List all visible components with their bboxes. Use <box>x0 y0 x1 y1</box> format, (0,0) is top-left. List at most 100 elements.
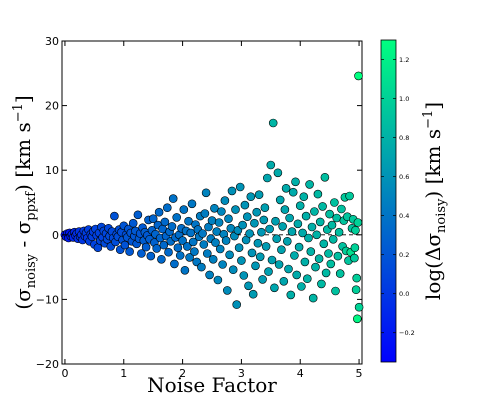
data-points <box>60 71 364 324</box>
y-tick-label: 30 <box>45 35 59 48</box>
data-point <box>178 236 187 245</box>
data-point <box>311 262 320 272</box>
data-point <box>224 214 233 223</box>
data-point <box>330 198 339 207</box>
data-point <box>325 209 334 219</box>
data-point <box>184 216 193 226</box>
colorbar-tick-label: 1.2 <box>399 56 409 64</box>
data-point <box>246 192 256 201</box>
data-point <box>240 200 250 210</box>
data-point <box>185 253 194 262</box>
data-point <box>220 196 230 205</box>
data-point <box>277 245 286 254</box>
data-point <box>120 240 130 250</box>
data-point <box>351 285 361 295</box>
data-point <box>217 207 226 216</box>
data-point <box>353 218 363 227</box>
data-point <box>200 209 210 218</box>
data-point <box>221 236 231 245</box>
data-point <box>250 218 259 228</box>
data-point <box>279 276 289 286</box>
data-point <box>327 220 337 230</box>
data-point <box>203 249 212 258</box>
data-point <box>288 187 298 197</box>
data-point <box>312 230 322 240</box>
data-point <box>285 213 294 223</box>
data-point <box>245 229 254 238</box>
data-point <box>248 289 258 299</box>
data-point <box>350 243 360 252</box>
y-tick-label: −20 <box>36 358 59 371</box>
data-point <box>352 273 362 283</box>
data-point <box>321 268 331 278</box>
y-axis-label-end: ] <box>11 95 35 103</box>
data-point <box>183 242 192 251</box>
data-point <box>260 203 270 212</box>
data-point <box>310 207 319 216</box>
data-point <box>160 217 170 227</box>
data-point <box>215 244 225 254</box>
data-point <box>228 265 238 275</box>
data-point <box>210 204 219 213</box>
colorbar-label: log(Δσnoisy) [km s−1] <box>421 102 449 300</box>
data-point <box>167 222 177 231</box>
data-point <box>315 217 325 227</box>
data-point <box>186 228 196 238</box>
data-point <box>146 251 156 261</box>
x-tick-label: 4 <box>297 367 304 380</box>
data-point <box>168 194 178 203</box>
data-point <box>208 254 218 264</box>
data-point <box>306 247 316 256</box>
data-point <box>125 247 134 256</box>
y-axis-label-mid: - σ <box>11 220 35 253</box>
plot-frame <box>61 40 363 365</box>
data-point <box>170 259 179 269</box>
data-point <box>164 247 173 257</box>
data-point <box>280 205 290 214</box>
data-point <box>275 195 285 205</box>
y-tick-label: 10 <box>45 164 59 177</box>
x-axis-label: Noise Factor <box>147 373 277 397</box>
data-point <box>324 249 333 258</box>
data-point <box>213 275 223 285</box>
x-tick-label: 2 <box>179 367 186 380</box>
data-point <box>293 219 303 229</box>
colorbar-tick-label: 0.6 <box>399 173 409 181</box>
data-point <box>313 189 323 199</box>
data-point <box>93 243 103 252</box>
y-tick-label: −10 <box>36 293 59 306</box>
data-point <box>243 212 252 221</box>
data-point <box>237 256 246 265</box>
data-point <box>141 242 151 252</box>
data-point <box>305 180 314 189</box>
data-point <box>133 210 143 220</box>
y-axis-label-sup: −1 <box>11 103 26 122</box>
data-point <box>273 168 283 178</box>
data-point <box>292 270 302 280</box>
data-point <box>295 201 305 210</box>
colorbar: −0.2 0.0 0.2 0.4 0.6 0.8 1.0 1.2 <box>380 39 415 363</box>
data-point <box>304 233 313 243</box>
data-point <box>154 207 164 217</box>
data-point <box>214 218 224 227</box>
data-point <box>284 264 293 274</box>
data-point <box>331 286 340 296</box>
data-point <box>254 190 264 199</box>
data-point <box>148 214 158 223</box>
colorbar-tick-label: 0.0 <box>399 290 409 298</box>
data-point <box>180 265 190 275</box>
data-point <box>332 213 342 223</box>
colorbar-ticks: −0.2 0.0 0.2 0.4 0.6 0.8 1.0 1.2 <box>381 56 415 337</box>
data-point <box>354 302 364 312</box>
data-point <box>268 118 278 128</box>
data-point <box>225 250 234 260</box>
data-point <box>261 242 271 251</box>
data-point <box>179 205 189 214</box>
colorbar-label-sup: −1 <box>421 110 436 129</box>
data-point <box>137 249 146 258</box>
x-tick-label: 5 <box>356 367 363 380</box>
data-point <box>345 191 354 201</box>
data-point <box>190 247 199 256</box>
data-point <box>187 199 197 209</box>
